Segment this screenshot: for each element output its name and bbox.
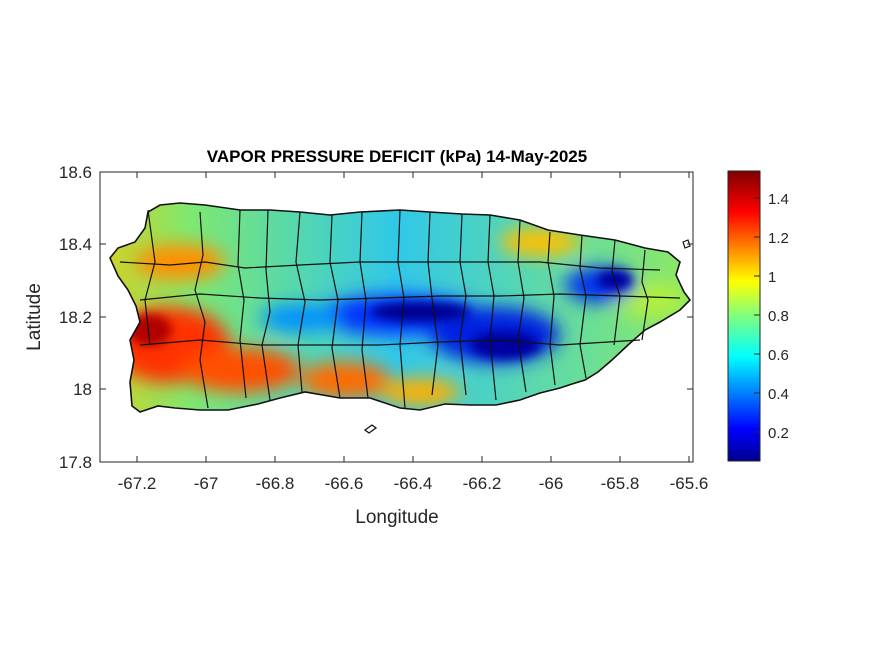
- colorbar-tick-label: 1.2: [768, 230, 789, 247]
- caja-de-muertos-island: [363, 424, 378, 434]
- x-tick-label: -66.4: [394, 474, 433, 493]
- colorbar-tick: 0.2: [754, 425, 789, 442]
- colorbar-tick: 0.6: [754, 347, 789, 364]
- vpd-heat-field: [110, 203, 690, 412]
- colorbar-tick-label: 1.4: [768, 191, 789, 208]
- desecheo-island: [682, 239, 691, 249]
- colorbar-tick: 0.8: [754, 308, 789, 325]
- colorbar-tick: 1.4: [754, 191, 789, 208]
- y-tick-label: 17.8: [59, 453, 92, 472]
- y-tick-18: 18: [73, 380, 693, 399]
- y-tick-label: 18.4: [59, 235, 92, 254]
- x-tick-label: -66.2: [463, 474, 502, 493]
- y-tick-label: 18.6: [59, 163, 92, 182]
- x-tick-label: -65.6: [670, 474, 709, 493]
- x-tick-label: -66.6: [325, 474, 364, 493]
- y-axis: 18.6 18.4 18.2 18 17.8: [59, 163, 693, 472]
- colorbar-tick: 1: [754, 269, 776, 286]
- x-tick: -66.2: [463, 172, 502, 493]
- x-axis: -67.2 -67 -66.8 -66.6 -66.4 -66.2 -66 -6…: [118, 172, 709, 493]
- colorbar-tick-label: 0.8: [768, 308, 789, 325]
- y-tick-18.4: 18.4: [59, 235, 693, 254]
- colorbar-tick: 0.4: [754, 386, 789, 403]
- x-tick: -65.6: [670, 172, 709, 493]
- colorbar-tick-label: 0.6: [768, 347, 789, 364]
- colorbar: 1.4 1.2 1 0.8 0.6 0.4 0.2: [727, 170, 789, 462]
- map-title: VAPOR PRESSURE DEFICIT (kPa) 14-May-2025: [207, 147, 587, 166]
- y-tick-18.6: 18.6: [59, 163, 693, 182]
- x-tick-label: -66: [539, 474, 564, 493]
- x-tick: -67: [194, 172, 219, 493]
- x-tick-label: -67.2: [118, 474, 157, 493]
- y-tick-label: 18: [73, 380, 92, 399]
- x-tick: -66: [539, 172, 564, 493]
- y-tick-17.8: 17.8: [59, 453, 92, 472]
- x-axis-label: Longitude: [355, 507, 438, 528]
- municipality-borders: [109, 202, 692, 413]
- x-tick: -66.6: [325, 172, 364, 493]
- x-tick-label: -67: [194, 474, 219, 493]
- colorbar-tick-label: 0.2: [768, 425, 789, 442]
- colorbar-tick-label: 0.4: [768, 386, 789, 403]
- x-tick: -65.8: [601, 172, 640, 493]
- x-tick-label: -66.8: [256, 474, 295, 493]
- x-tick: -66.4: [394, 172, 433, 493]
- island-coastline: [109, 202, 692, 413]
- y-axis-label: Latitude: [24, 283, 45, 351]
- colorbar-tick: 1.2: [754, 230, 789, 247]
- x-tick: -66.8: [256, 172, 295, 493]
- y-tick-18.2: 18.2: [59, 308, 693, 327]
- colorbar-tick-label: 1: [768, 269, 776, 286]
- y-tick-label: 18.2: [59, 308, 92, 327]
- x-tick-label: -65.8: [601, 474, 640, 493]
- x-tick: -67.2: [118, 172, 157, 493]
- colorbar-gradient: [727, 170, 761, 462]
